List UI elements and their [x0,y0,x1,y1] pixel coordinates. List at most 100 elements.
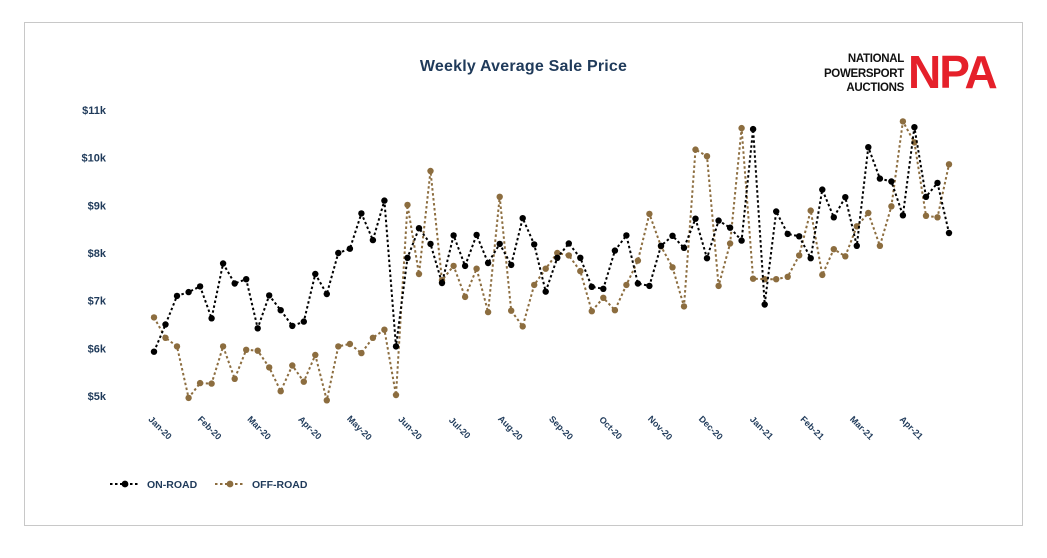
data-point-off-road [392,391,400,399]
x-tick-label: Nov-20 [646,414,674,442]
data-point-on-road [726,224,734,231]
data-point-off-road [150,314,158,321]
data-point-off-road [588,308,595,315]
data-point-off-road [461,293,469,301]
data-point-on-road [358,210,365,217]
data-point-on-road [266,292,273,299]
data-point-off-road [196,379,204,387]
data-point-on-road [531,241,538,248]
data-point-off-road [623,281,630,289]
data-point-off-road [611,307,619,314]
data-point-off-road [450,262,457,270]
chart-frame [24,22,1023,526]
data-point-on-road [634,280,642,287]
data-point-on-road [888,178,895,185]
data-point-on-road [715,217,722,224]
data-point-on-road [461,262,469,270]
data-point-on-road [196,283,204,290]
legend-swatch-marker [226,480,234,488]
data-point-off-road [346,340,354,348]
data-point-on-road [208,315,215,322]
data-point-on-road [865,144,872,151]
data-point-off-road [819,271,826,279]
y-tick-label: $5k [88,391,107,403]
x-tick-label: Dec-20 [697,414,725,442]
data-point-on-road [807,255,814,262]
data-point-off-road [680,303,688,310]
data-point-off-road [888,203,895,210]
data-point-on-road [173,292,181,300]
data-point-off-road [726,240,734,247]
data-point-on-road [830,214,837,221]
data-point-on-road [289,322,296,330]
data-point-off-road [703,153,711,160]
data-point-on-road [588,283,595,290]
data-point-on-road [646,282,653,290]
data-point-off-road [692,146,699,153]
data-point-on-road [680,244,688,251]
data-point-on-road [496,240,503,248]
y-tick-label: $6k [88,343,107,355]
logo-mark: NPA [908,46,998,98]
data-point-on-road [542,288,549,295]
data-point-on-road [669,232,676,239]
data-point-off-road [796,252,803,259]
data-point-off-road [185,394,192,402]
data-point-off-road [634,257,642,264]
data-point-on-road [450,232,457,239]
data-point-off-road [473,265,480,272]
data-point-on-road [231,280,238,287]
data-point-on-road [761,301,768,308]
data-point-off-road [427,167,434,175]
x-tick-label: Apr-20 [296,414,323,441]
data-point-on-road [692,215,699,222]
npa-logo: NATIONAL POWERSPORT AUCTIONS NPA [818,46,1000,98]
data-point-off-road [243,346,250,353]
data-point-off-road [715,282,722,290]
legend-label: OFF-ROAD [252,479,308,491]
data-point-on-road [150,348,158,355]
x-tick-label: Jan-20 [146,414,173,441]
data-point-off-road [934,214,941,221]
data-point-on-road [876,175,884,182]
data-point-on-road [623,232,630,239]
x-tick-label: Mar-20 [245,414,273,442]
data-point-off-road [577,267,584,275]
y-tick-label: $8k [88,248,107,260]
x-tick-label: Feb-21 [798,414,826,442]
data-point-on-road [312,270,319,278]
data-point-on-road [519,215,526,222]
data-point-off-road [749,275,757,282]
data-point-off-road [865,209,872,217]
data-point-on-road [657,242,665,249]
data-point-off-road [876,242,884,249]
data-point-off-road [508,307,515,314]
x-tick-label: Sep-20 [547,414,575,442]
data-point-off-road [646,210,653,218]
data-point-on-road [911,124,918,131]
x-tick-label: Mar-21 [848,414,876,442]
data-point-on-road [796,233,803,240]
x-tick-label: Aug-20 [496,414,525,443]
data-point-on-road [254,325,261,332]
data-point-off-road [335,343,342,350]
data-point-off-road [323,397,330,404]
data-point-off-road [381,326,388,333]
data-point-on-road [554,254,561,261]
data-point-on-road [335,249,342,257]
data-point-on-road [415,225,423,232]
data-point-on-road [346,245,354,252]
chart-title: Weekly Average Sale Price [419,58,628,75]
data-point-off-road [415,270,423,278]
data-point-on-road [323,290,330,298]
x-tick-label: May-20 [345,414,374,443]
data-point-off-road [899,118,907,125]
legend-swatch-marker [121,480,129,488]
data-point-off-road [738,124,745,132]
data-point-on-road [300,318,307,325]
x-tick-label: Feb-20 [196,414,224,442]
data-point-off-road [208,380,215,387]
data-point-off-road [542,265,549,272]
data-point-on-road [381,197,388,204]
